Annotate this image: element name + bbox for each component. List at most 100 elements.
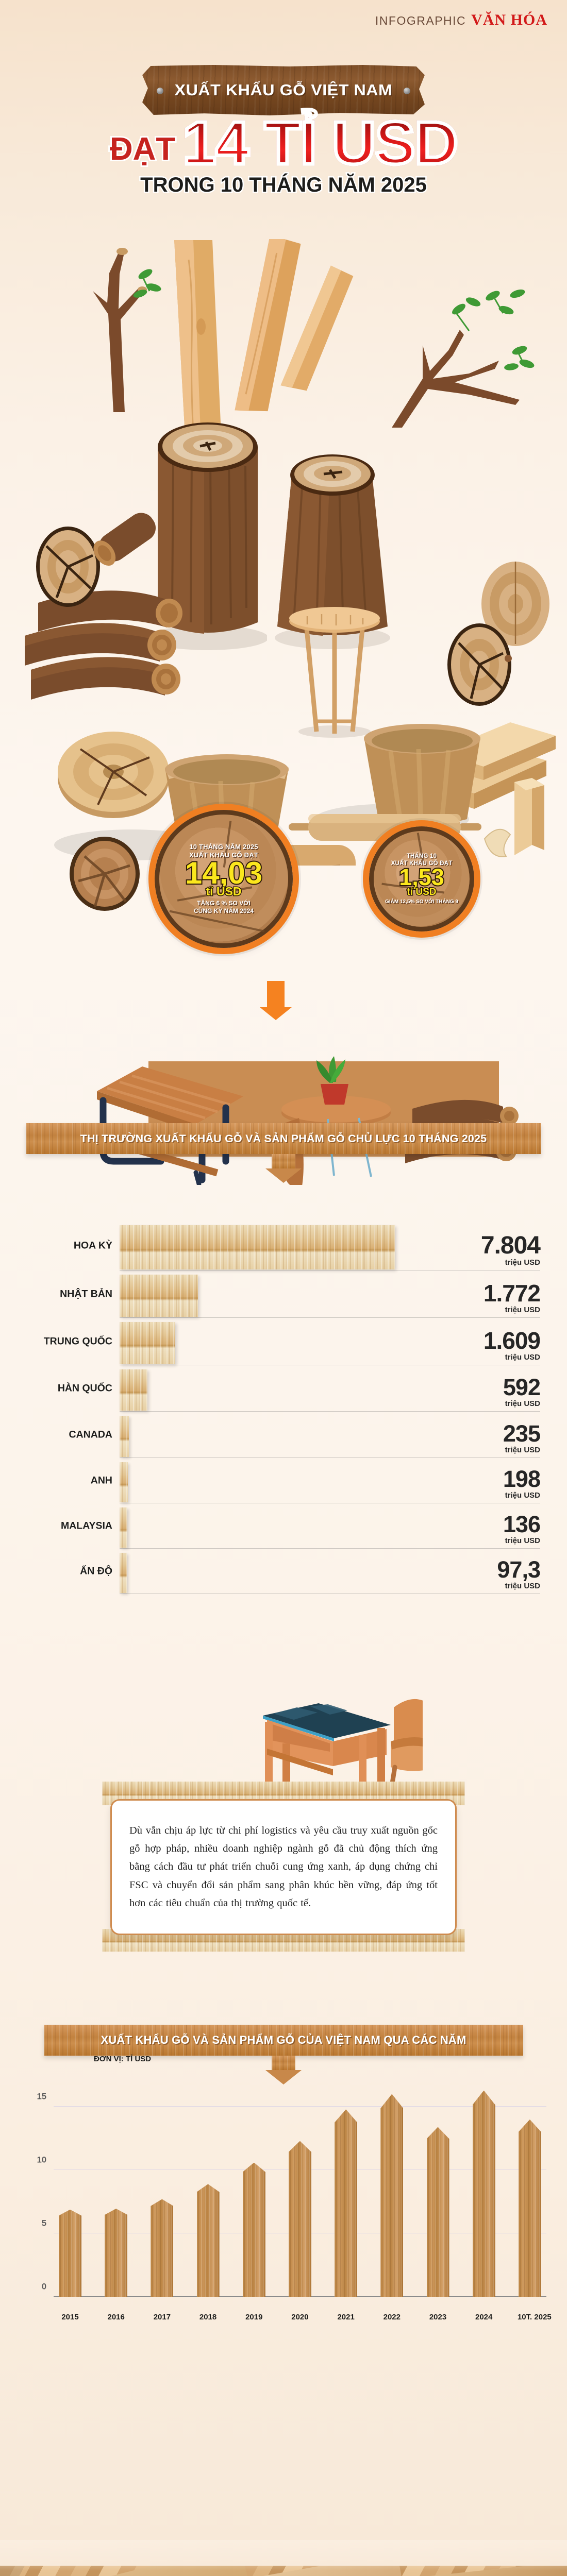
bar-2024: 16,28 [472,2090,495,2297]
bar-2021: 14,8 [335,2109,358,2297]
rank-value: 7.804 [480,1232,541,1260]
brand-name-label: VĂN HÓA [471,11,547,28]
bar-value-label-highlight: 14 [518,2101,532,2115]
table-row: NHẬT BẢN 1.772 triệu USD [0,1270,567,1318]
ytick-5: 5 [41,2218,46,2228]
rank-value-block: 136 triệu USD [503,1511,541,1546]
rank-value: 1.772 [483,1280,541,1307]
bar-value-label: 13,4 [426,2111,445,2123]
bar-2017: 7,7 [151,2199,174,2297]
ytick-15: 15 [37,2092,46,2102]
headline-block: ĐẠT 14 TỈ USD TRONG 10 THÁNG NĂM 2025 [0,109,567,198]
headline-subline: TRONG 10 THÁNG NĂM 2025 [139,173,428,198]
log-slices-right-icon [447,562,549,706]
ytick-0: 0 [41,2282,46,2292]
rank-value-block: 198 triệu USD [503,1466,541,1500]
rank-bar [120,1553,127,1593]
tree-stump-medium-icon [275,454,390,649]
rank-country-label: MALAYSIA [60,1520,112,1532]
bar-2016: 6,96 [105,2209,128,2297]
headline-dat: ĐẠT [108,131,177,167]
table-row: ANH 198 triệu USD [0,1458,567,1503]
yearchart-arrow-icon [265,2056,302,2084]
xlabel: 2016 [107,2313,125,2321]
rank-value-block: 1.772 triệu USD [483,1280,541,1315]
xlabel: 2023 [429,2313,447,2321]
rank-unit: triệu USD [505,1306,540,1314]
medallion-10-months: 10 THÁNG NĂM 2025 XUẤT KHẨU GỖ ĐẠT 14,03… [155,810,293,948]
table-row: ẤN ĐỘ 97,3 triệu USD [0,1549,567,1594]
rank-track [120,1411,540,1412]
tree-stump-large-icon [148,422,267,650]
rank-bar [120,1507,127,1548]
xlabel: 10T. 2025 [517,2313,552,2321]
rank-unit: triệu USD [505,1582,540,1590]
bar-value-label: 6,96 [105,2193,124,2205]
rank-country-label: HÀN QUỐC [57,1382,112,1394]
medallion-line2: XUẤT KHẨU GỖ ĐẠT [391,860,453,867]
coffee-table-chair-icon [263,1699,423,1803]
bar-column: 14,8 [332,2081,359,2297]
rank-value-block: 235 triệu USD [503,1422,541,1455]
rank-bar [120,1462,128,1502]
bar-column: 7,7 [148,2081,175,2297]
bar-10T-2025: 14 [518,2120,541,2297]
brand-prefix-label: INFOGRAPHIC [375,14,466,27]
bar-value-label: 12,3 [288,2125,307,2137]
rank-country-label: ẤN ĐỘ [80,1565,112,1577]
table-row: MALAYSIA 136 triệu USD [0,1503,567,1549]
medallion-month-10: THÁNG 10 XUẤT KHẨU GỖ ĐẠT 1,53 tỉ USD GI… [369,826,474,931]
medallion-value: 1,53 [398,864,445,891]
rank-track [120,1593,540,1594]
bar-value-label: 10,6 [242,2147,261,2158]
table-row: CANADA 235 triệu USD [0,1412,567,1458]
log-stack-icon [25,513,182,700]
rank-track [120,1548,540,1549]
table-row: TRUNG QUỐC 1.609 triệu USD [0,1318,567,1365]
year-export-chart: ĐƠN VỊ: TỈ USD 15 10 5 0 6,89 6,96 [0,2055,567,2329]
rank-value: 136 [503,1511,541,1538]
signboard-screw-left-icon [157,88,163,94]
rank-value-block: 1.609 triệu USD [483,1327,541,1362]
rank-unit: triệu USD [505,1399,540,1408]
bar-column: 13,4 [425,2081,452,2297]
markets-title-bar: THỊ TRƯỜNG XUẤT KHẨU GỖ VÀ SẢN PHẨM GỖ C… [26,1123,541,1154]
rank-value-block: 97,3 triệu USD [497,1558,541,1591]
tree-branch-left-icon [93,248,161,412]
medallion-line2: XUẤT KHẨU GỖ ĐẠT [189,851,258,859]
xlabel: 2020 [291,2313,309,2321]
bar-value-label: 7,7 [151,2183,164,2195]
quote-box: Dù vẫn chịu áp lực từ chi phí logistics … [110,1799,457,1935]
rank-value-block: 592 triệu USD [503,1374,541,1409]
bar-column: 6,89 [57,2081,84,2297]
chart-bars: 6,89 6,96 7,7 8,9 [54,2081,546,2297]
medallion-foot2: CÙNG KỲ NĂM 2024 [193,907,254,915]
rank-track [120,1269,540,1270]
bar-2020: 12,3 [288,2141,311,2297]
chart-plot-area: 15 10 5 0 6,89 6,96 [37,2081,546,2297]
medallion-unit: tỉ USD [205,885,242,899]
rank-country-label: ANH [90,1475,112,1486]
xlabel: 2021 [337,2313,355,2321]
yearchart-title-block: XUẤT KHẨU GỖ VÀ SẢN PHẨM GỖ CỦA VIỆT NAM… [0,2025,567,2084]
rank-unit: triệu USD [505,1536,540,1545]
rank-value: 592 [503,1374,541,1401]
markets-ranking-list: HOA KỲ 7.804 triệu USD NHẬT BẢN 1.772 tr… [0,1221,567,1594]
rank-value: 198 [503,1466,541,1493]
medallion-value: 14,03 [184,856,263,891]
rank-value: 1.609 [483,1327,541,1354]
rank-track [120,1502,540,1503]
rank-track [120,1317,540,1318]
markets-title-label: THỊ TRƯỜNG XUẤT KHẨU GỖ VÀ SẢN PHẨM GỖ C… [80,1132,487,1145]
chart-x-labels: 2015 2016 2017 2018 2019 2020 2021 2022 … [54,2313,552,2321]
headline-value: 14 TỈ USD [181,109,460,177]
bar-column: 8,9 [195,2081,222,2297]
bar-2019: 10,6 [242,2162,265,2297]
gridline-15 [54,2106,546,2107]
photo-fade-overlay [0,2540,567,2571]
yearchart-title-bar: XUẤT KHẨU GỖ VÀ SẢN PHẨM GỖ CỦA VIỆT NAM… [44,2025,523,2056]
brand-header: INFOGRAPHIC VĂN HÓA [375,11,547,29]
bar-2022: 16 [380,2094,404,2297]
bar-column: 14 [516,2081,543,2297]
xlabel: 2024 [475,2313,493,2321]
